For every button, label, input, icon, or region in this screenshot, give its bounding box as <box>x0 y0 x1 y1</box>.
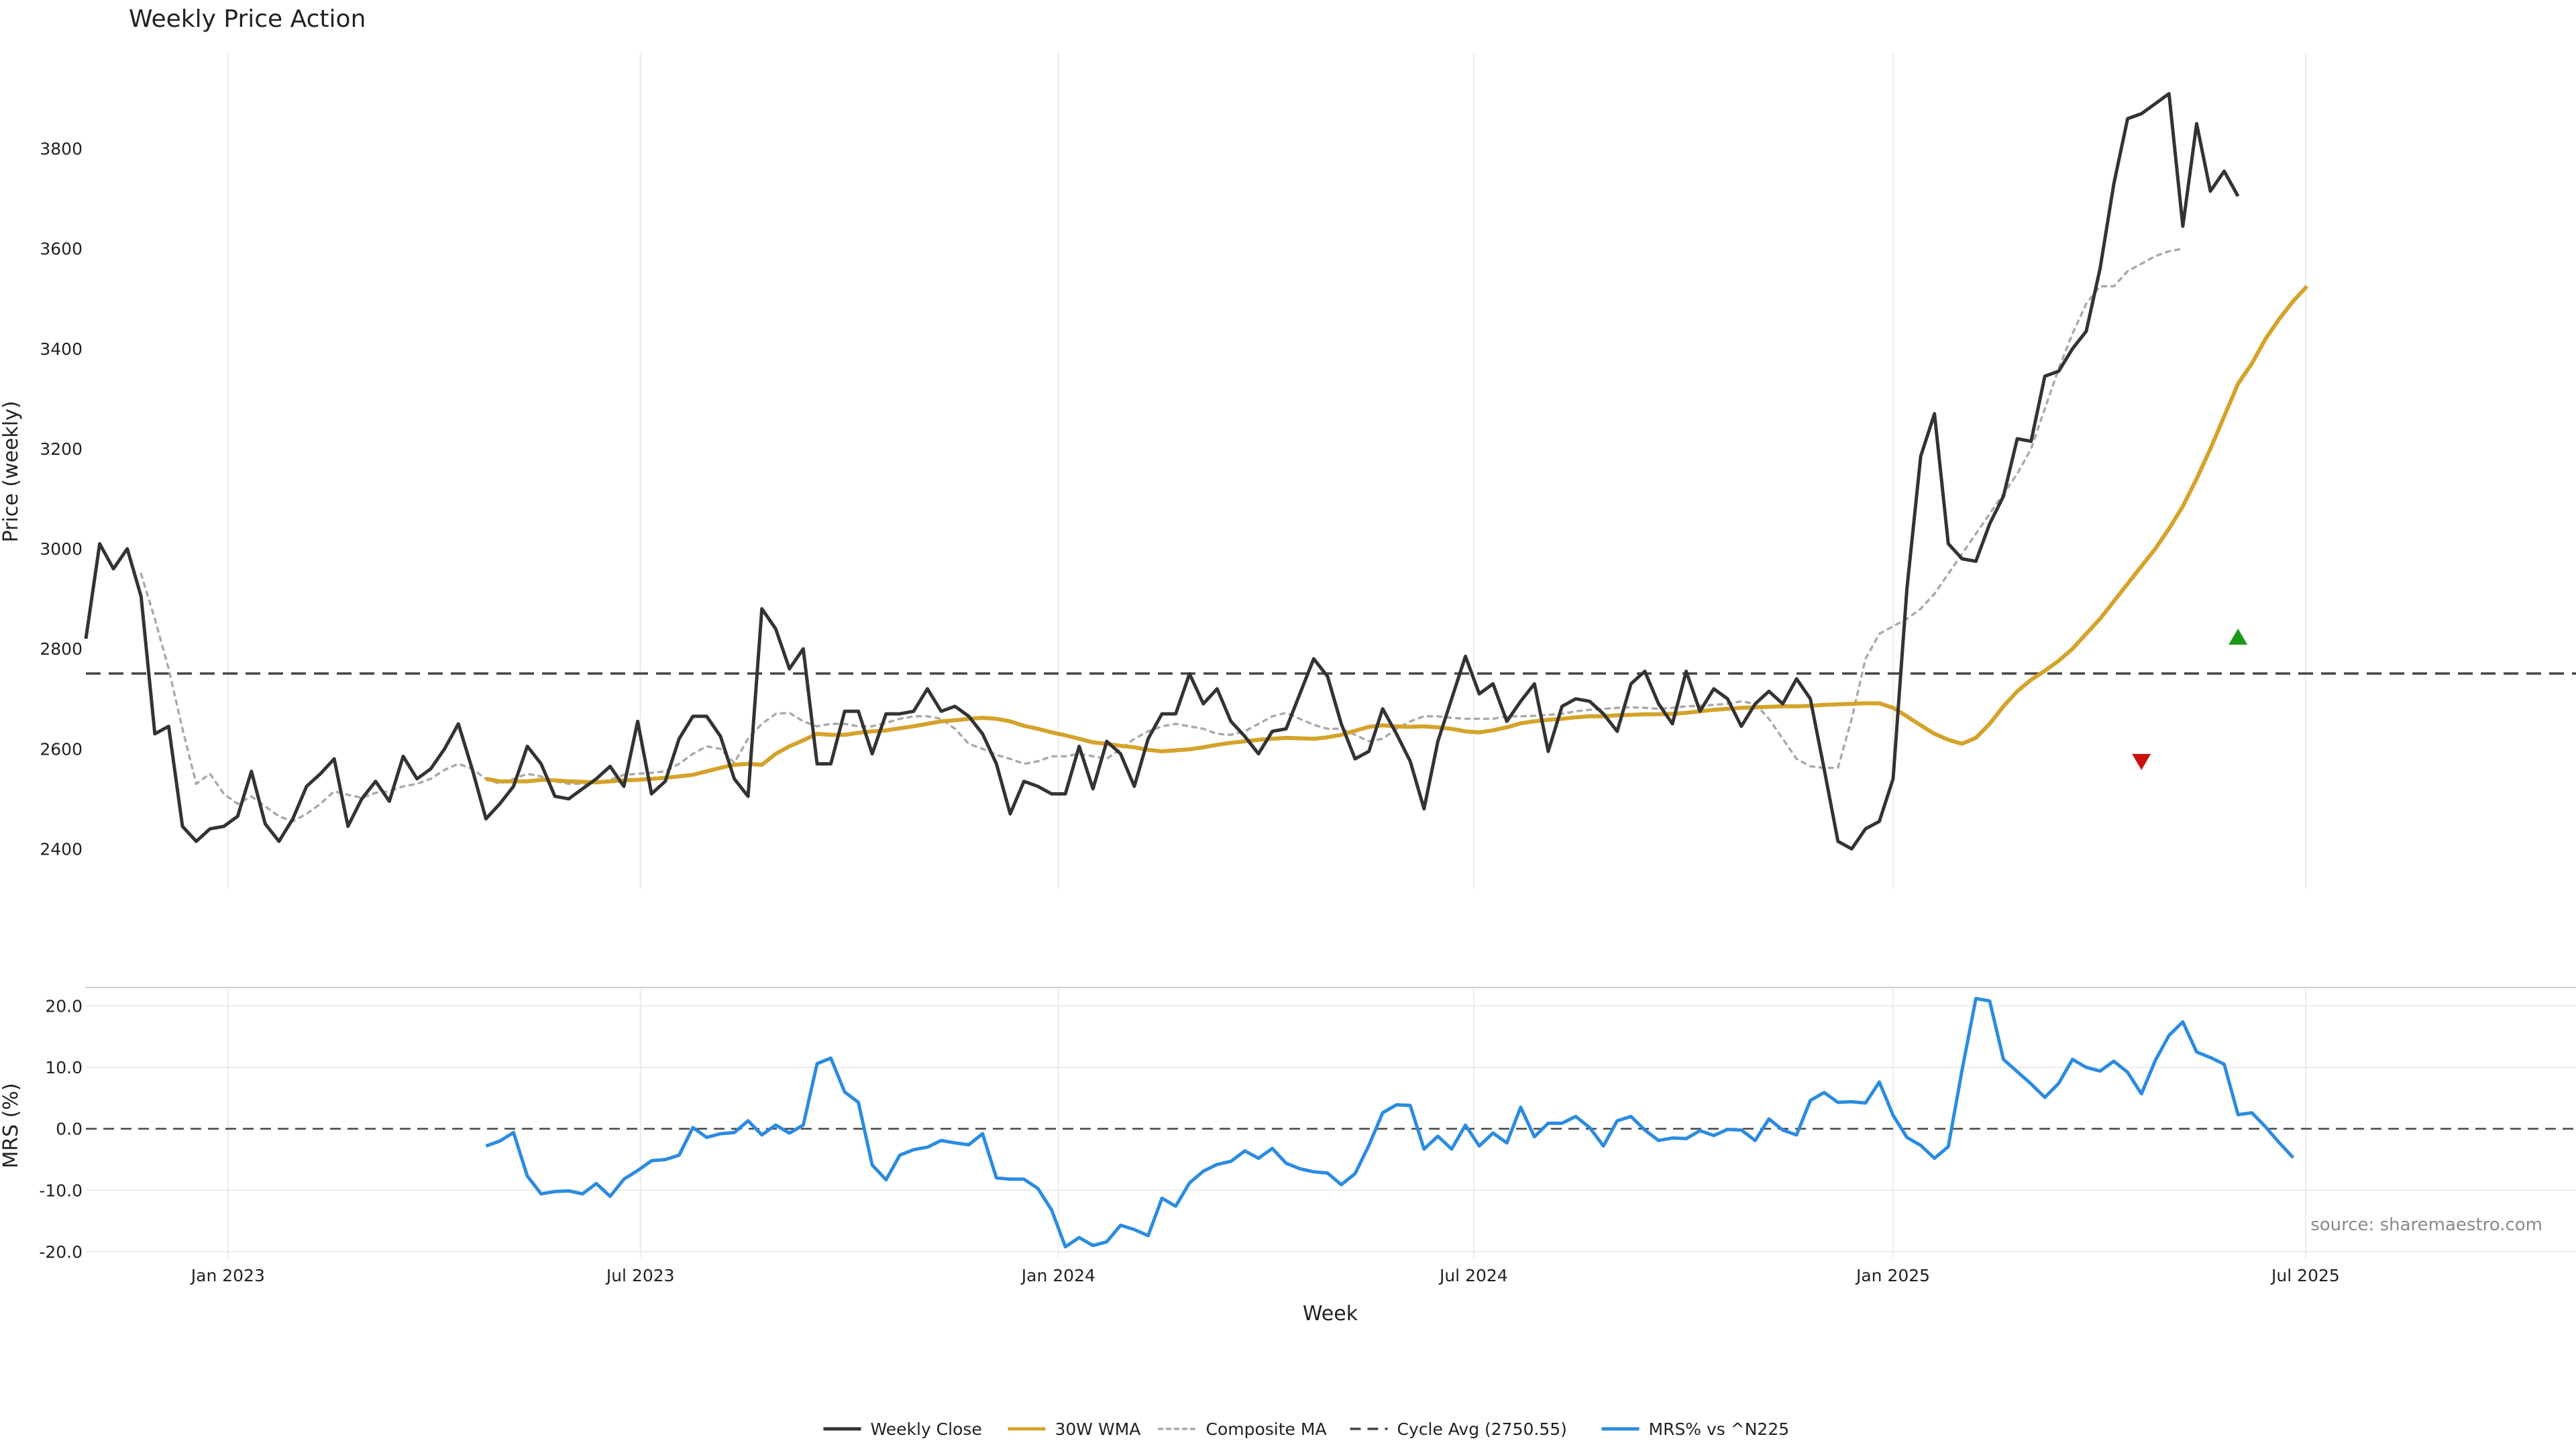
composite-ma-line <box>140 247 2184 823</box>
mrs-y-ticks: 20.0 10.0 0.0 -10.0 -20.0 <box>39 996 83 1261</box>
mrs-y-tick-label: -20.0 <box>39 1242 83 1262</box>
mrs-y-tick-label: 10.0 <box>45 1058 83 1077</box>
legend-label: Composite MA <box>1206 1419 1327 1439</box>
price-grid <box>227 54 2306 889</box>
mrs-line <box>485 997 2295 1248</box>
legend: Weekly Close 30W WMA Composite MA Cycle Avg… <box>823 1419 1790 1439</box>
legend-label: MRS% vs ^N225 <box>1649 1419 1790 1439</box>
price-panel: 2400 2600 2800 3000 3200 3400 3600 3800 <box>40 54 2576 889</box>
price-y-tick-label: 3800 <box>40 140 83 159</box>
price-y-tick-label: 3000 <box>40 539 83 559</box>
x-axis-ticks: Jan 2023 Jul 2023 Jan 2024 Jul 2024 Jan 2025… <box>190 1266 2340 1285</box>
wma-30w-line <box>485 284 2309 785</box>
price-y-tick-label: 3600 <box>40 239 83 259</box>
sell-signal-marker <box>2132 753 2151 770</box>
legend-label: Cycle Avg (2750.55) <box>1397 1419 1567 1439</box>
x-tick-label: Jul 2023 <box>605 1266 675 1285</box>
buy-signal-marker <box>2229 629 2248 645</box>
source-label: source: sharemaestro.com <box>2310 1215 2542 1235</box>
mrs-y-axis-title: MRS (%) <box>0 1083 23 1168</box>
price-y-ticks: 2400 2600 2800 3000 3200 3400 3600 3800 <box>40 140 83 859</box>
mrs-panel: 20.0 10.0 0.0 -10.0 -20.0 <box>39 987 2576 1262</box>
price-y-axis-title: Price (weekly) <box>0 400 23 542</box>
x-tick-label: Jan 2023 <box>190 1266 265 1285</box>
mrs-grid <box>86 987 2576 1258</box>
x-tick-label: Jan 2025 <box>1855 1266 1930 1285</box>
price-y-tick-label: 2400 <box>40 839 83 859</box>
price-y-tick-label: 3400 <box>40 339 83 359</box>
price-y-tick-label: 3200 <box>40 439 83 459</box>
legend-label: Weekly Close <box>871 1419 982 1439</box>
weekly-close-line <box>84 92 2240 851</box>
legend-label: 30W WMA <box>1055 1419 1141 1439</box>
price-y-tick-label: 2600 <box>40 739 83 759</box>
mrs-y-tick-label: 0.0 <box>56 1120 83 1139</box>
chart-title: Weekly Price Action <box>129 5 366 33</box>
mrs-y-tick-label: 20.0 <box>45 996 83 1016</box>
x-tick-label: Jul 2025 <box>2270 1266 2340 1285</box>
x-tick-label: Jul 2024 <box>1438 1266 1508 1285</box>
signal-markers <box>2132 629 2248 770</box>
mrs-y-tick-label: -10.0 <box>39 1181 83 1200</box>
x-tick-label: Jan 2024 <box>1020 1266 1095 1285</box>
price-y-tick-label: 2800 <box>40 639 83 659</box>
x-axis-title: Week <box>1303 1302 1358 1326</box>
